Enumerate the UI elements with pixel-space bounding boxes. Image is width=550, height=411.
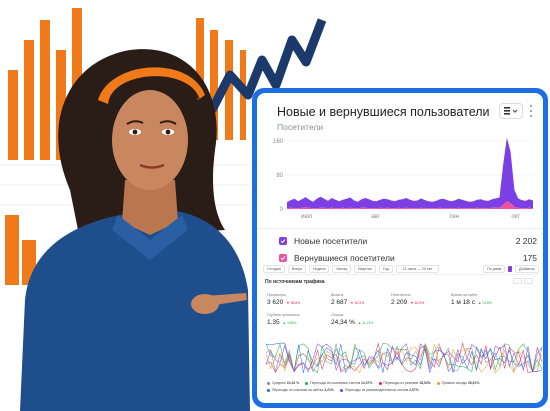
x-tick-label: окт xyxy=(511,214,520,220)
metric-pageviews: Просмотры 3 620 ▼ 38,8% xyxy=(267,293,301,306)
metric-time-on-site: Время на сайте 1 м 18 с ▲ 74,6% xyxy=(451,293,492,306)
legend-value: 175 xyxy=(522,253,537,263)
series-area-new xyxy=(287,137,533,209)
widget-frame: Новые и вернувшиеся пользователи Посетит… xyxy=(252,88,548,408)
traffic-source-line xyxy=(265,342,543,374)
series-area-returning xyxy=(287,201,533,209)
mini-legend-row-2: Переходы по ссылкам на сайтах 3,21% Пере… xyxy=(267,388,535,392)
period-toolbar: Сегодня Вчера Неделя Месяц Квартал Год 2… xyxy=(263,263,539,275)
traffic-source-line xyxy=(265,342,543,374)
pin-icon[interactable] xyxy=(508,265,513,272)
add-widget-button[interactable]: Добавить xyxy=(515,264,539,273)
period-today[interactable]: Сегодня xyxy=(263,264,285,273)
mini-legend-row-1: Среднее 24,34 % Переходы из поисковых си… xyxy=(267,381,535,385)
legend-label: Новые посетители xyxy=(294,236,368,246)
decorative-trend-line xyxy=(207,18,327,113)
visitors-area-chart: 160 80 0 июл авг сен окт xyxy=(273,137,533,220)
widget-title: Новые и вернувшиеся пользователи xyxy=(277,105,490,119)
checkbox-icon[interactable] xyxy=(279,254,287,262)
group-by-select[interactable]: По дням xyxy=(483,264,506,273)
legend-item: Переходы из рекомендательных систем 2,67… xyxy=(339,388,419,392)
widget-subtitle: Посетители xyxy=(277,122,324,132)
legend-item: Среднее 24,34 % xyxy=(267,381,299,385)
legend-item: Переходы из поисковых систем 14,07% xyxy=(305,381,373,385)
legend-item: Прямые заходы 28,51% xyxy=(436,381,479,385)
stacked-chart-icon xyxy=(504,107,518,115)
x-tick-label: авг xyxy=(371,214,381,220)
y-tick-label: 80 xyxy=(276,173,283,179)
legend-item: Переходы по ссылкам на сайтах 3,21% xyxy=(267,388,334,392)
period-week[interactable]: Неделя xyxy=(308,264,330,273)
x-tick-label: сен xyxy=(449,214,459,220)
chart-type-dropdown[interactable] xyxy=(499,103,523,119)
traffic-source-line xyxy=(265,343,543,374)
period-yesterday[interactable]: Вчера xyxy=(287,264,306,273)
metric-visits: Визиты 2 687 ▼ 40,4% xyxy=(331,293,365,306)
traffic-sources-line-chart xyxy=(265,338,543,374)
more-options-icon[interactable] xyxy=(529,105,533,117)
date-range-picker[interactable]: 21 июля — 20 окт xyxy=(395,264,440,273)
x-tick-label: июл xyxy=(301,214,313,220)
period-quarter[interactable]: Квартал xyxy=(354,264,376,273)
checkbox-icon[interactable] xyxy=(279,237,287,245)
widget-card: Новые и вернувшиеся пользователи Посетит… xyxy=(257,93,543,403)
metric-depth: Глубина просмотра 1.35 ▲ 3,84% xyxy=(267,313,300,326)
metric-bounce: Отказы 24,34 % ▲ 11,21% xyxy=(331,313,374,326)
legend-item: Переходы по рекламе 18,53% xyxy=(378,381,431,385)
woman-figure xyxy=(20,49,250,411)
legend-row-returning[interactable]: Вернувшиеся посетители 175 xyxy=(279,253,537,263)
chart-toggle-icon[interactable] xyxy=(513,278,522,284)
traffic-source-line xyxy=(265,342,543,374)
legend-row-new[interactable]: Новые посетители 2 202 xyxy=(279,236,537,246)
settings-icon[interactable] xyxy=(524,278,533,284)
y-tick-label: 0 xyxy=(280,207,284,213)
legend-label: Вернувшиеся посетители xyxy=(294,253,395,263)
section-tools xyxy=(513,278,533,284)
section-title: По источникам трафика xyxy=(265,279,325,285)
y-tick-label: 160 xyxy=(273,139,284,145)
metric-visitors: Посетители 2 209 ▼ 46,9% xyxy=(391,293,425,306)
traffic-sources-panel: Сегодня Вчера Неделя Месяц Квартал Год 2… xyxy=(263,263,543,399)
period-month[interactable]: Месяц xyxy=(332,264,352,273)
widget-tools xyxy=(499,103,533,119)
period-year[interactable]: Год xyxy=(378,264,393,273)
legend-value: 2 202 xyxy=(515,236,537,246)
traffic-source-line xyxy=(265,344,543,374)
